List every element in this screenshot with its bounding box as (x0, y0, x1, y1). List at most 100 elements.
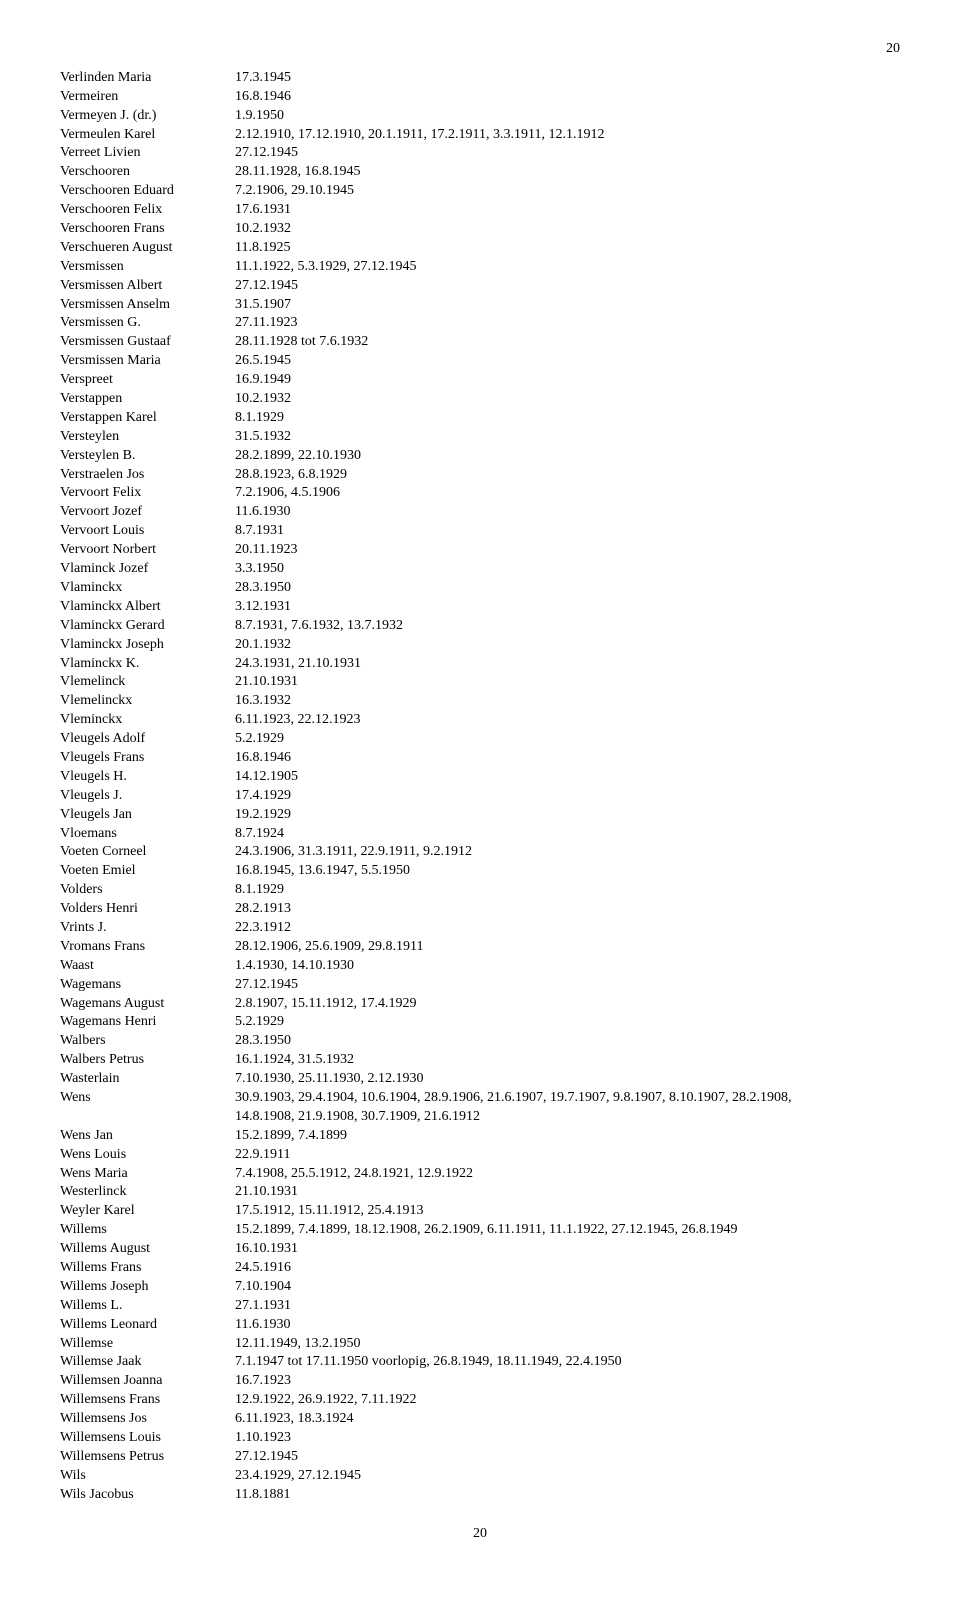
entry-value: 28.11.1928 tot 7.6.1932 (235, 333, 368, 352)
entry-name: Willemsens Frans (60, 1391, 235, 1410)
entry-value: 30.9.1903, 29.4.1904, 10.6.1904, 28.9.19… (235, 1089, 792, 1108)
entry-row: Versmissen G.27.11.1923 (60, 314, 900, 333)
entry-value: 26.5.1945 (235, 352, 291, 371)
entry-value: 5.2.1929 (235, 730, 284, 749)
entry-name: Wens Jan (60, 1127, 235, 1146)
entry-row: 14.8.1908, 21.9.1908, 30.7.1909, 21.6.19… (60, 1108, 900, 1127)
entry-row: Versmissen Maria26.5.1945 (60, 352, 900, 371)
entry-value: 27.12.1945 (235, 144, 298, 163)
entry-value: 16.7.1923 (235, 1372, 291, 1391)
entry-name: Wagemans Henri (60, 1013, 235, 1032)
entry-value: 24.3.1906, 31.3.1911, 22.9.1911, 9.2.191… (235, 843, 472, 862)
entry-row: Vlemelinck21.10.1931 (60, 673, 900, 692)
entry-row: Wasterlain7.10.1930, 25.11.1930, 2.12.19… (60, 1070, 900, 1089)
entry-row: Verschooren Felix17.6.1931 (60, 201, 900, 220)
entry-value: 22.9.1911 (235, 1146, 290, 1165)
entry-row: Verschooren Eduard7.2.1906, 29.10.1945 (60, 182, 900, 201)
entry-row: Wagemans27.12.1945 (60, 976, 900, 995)
entry-value: 23.4.1929, 27.12.1945 (235, 1467, 361, 1486)
entry-name: Verschooren (60, 163, 235, 182)
entry-name: Vlemelinckx (60, 692, 235, 711)
entry-name: Volders (60, 881, 235, 900)
entry-row: Wils23.4.1929, 27.12.1945 (60, 1467, 900, 1486)
entry-row: Vervoort Norbert20.11.1923 (60, 541, 900, 560)
entry-name: Westerlinck (60, 1183, 235, 1202)
entry-row: Waast1.4.1930, 14.10.1930 (60, 957, 900, 976)
entry-value: 6.11.1923, 18.3.1924 (235, 1410, 353, 1429)
entry-row: Vlaminckx Joseph20.1.1932 (60, 636, 900, 655)
entry-name: Verreet Livien (60, 144, 235, 163)
entry-value: 24.3.1931, 21.10.1931 (235, 655, 361, 674)
entry-row: Vermeiren16.8.1946 (60, 88, 900, 107)
entry-value: 20.11.1923 (235, 541, 297, 560)
entry-row: Verschooren Frans10.2.1932 (60, 220, 900, 239)
entry-value: 14.12.1905 (235, 768, 298, 787)
entry-name: Vlaminckx Albert (60, 598, 235, 617)
entry-value: 10.2.1932 (235, 390, 291, 409)
entry-row: Vervoort Louis8.7.1931 (60, 522, 900, 541)
entry-value: 8.1.1929 (235, 881, 284, 900)
entry-name: Versteylen (60, 428, 235, 447)
entry-value: 20.1.1932 (235, 636, 291, 655)
entry-name: Vervoort Felix (60, 484, 235, 503)
entry-row: Weyler Karel17.5.1912, 15.11.1912, 25.4.… (60, 1202, 900, 1221)
entry-name: Vlaminckx K. (60, 655, 235, 674)
entry-name: Vervoort Jozef (60, 503, 235, 522)
entry-value: 11.8.1925 (235, 239, 290, 258)
entry-row: Verschooren28.11.1928, 16.8.1945 (60, 163, 900, 182)
entry-name: Waast (60, 957, 235, 976)
entry-row: Verlinden Maria17.3.1945 (60, 69, 900, 88)
entry-name: Voeten Corneel (60, 843, 235, 862)
entry-name: Vleugels H. (60, 768, 235, 787)
entry-row: Versmissen Albert27.12.1945 (60, 277, 900, 296)
entry-name: Versmissen (60, 258, 235, 277)
entry-value: 7.4.1908, 25.5.1912, 24.8.1921, 12.9.192… (235, 1165, 473, 1184)
entry-value: 11.6.1930 (235, 1316, 290, 1335)
entry-row: Volders Henri28.2.1913 (60, 900, 900, 919)
entry-row: Verstappen10.2.1932 (60, 390, 900, 409)
entry-value: 21.10.1931 (235, 673, 298, 692)
entry-value: 11.1.1922, 5.3.1929, 27.12.1945 (235, 258, 416, 277)
entry-row: Vlaminckx Albert3.12.1931 (60, 598, 900, 617)
entry-row: Vermeulen Karel2.12.1910, 17.12.1910, 20… (60, 126, 900, 145)
entry-row: Versmissen11.1.1922, 5.3.1929, 27.12.194… (60, 258, 900, 277)
entry-value: 16.10.1931 (235, 1240, 298, 1259)
entry-row: Vleugels Adolf5.2.1929 (60, 730, 900, 749)
entry-value: 8.7.1931 (235, 522, 284, 541)
entry-value: 15.2.1899, 7.4.1899, 18.12.1908, 26.2.19… (235, 1221, 737, 1240)
entry-value: 28.2.1913 (235, 900, 291, 919)
entry-value: 16.1.1924, 31.5.1932 (235, 1051, 354, 1070)
entry-row: Willemsens Louis1.10.1923 (60, 1429, 900, 1448)
entry-row: Willemse12.11.1949, 13.2.1950 (60, 1335, 900, 1354)
entry-value: 3.3.1950 (235, 560, 284, 579)
entry-name: Volders Henri (60, 900, 235, 919)
entry-row: Westerlinck21.10.1931 (60, 1183, 900, 1202)
entry-name: Willemsens Petrus (60, 1448, 235, 1467)
entry-value: 7.10.1930, 25.11.1930, 2.12.1930 (235, 1070, 423, 1089)
entry-value: 1.9.1950 (235, 107, 284, 126)
entry-name: Vlaminckx Joseph (60, 636, 235, 655)
entry-row: Wens Jan15.2.1899, 7.4.1899 (60, 1127, 900, 1146)
entry-value: 28.12.1906, 25.6.1909, 29.8.1911 (235, 938, 423, 957)
entry-name: Voeten Emiel (60, 862, 235, 881)
entry-name: Vermeiren (60, 88, 235, 107)
entry-row: Volders8.1.1929 (60, 881, 900, 900)
entry-value: 7.10.1904 (235, 1278, 291, 1297)
entry-name: Verstappen Karel (60, 409, 235, 428)
entry-row: Wens Maria7.4.1908, 25.5.1912, 24.8.1921… (60, 1165, 900, 1184)
entry-row: Willems Frans24.5.1916 (60, 1259, 900, 1278)
entry-row: Willems August16.10.1931 (60, 1240, 900, 1259)
entry-name: Wagemans (60, 976, 235, 995)
entry-name: Willems (60, 1221, 235, 1240)
entry-value: 19.2.1929 (235, 806, 291, 825)
entry-name: Vromans Frans (60, 938, 235, 957)
entry-name: Vermeulen Karel (60, 126, 235, 145)
entry-name (60, 1108, 235, 1127)
entry-row: Walbers28.3.1950 (60, 1032, 900, 1051)
entry-value: 28.2.1899, 22.10.1930 (235, 447, 361, 466)
entry-value: 16.8.1946 (235, 749, 291, 768)
entry-value: 10.2.1932 (235, 220, 291, 239)
entry-name: Vervoort Norbert (60, 541, 235, 560)
entry-name: Verschooren Felix (60, 201, 235, 220)
entry-name: Verspreet (60, 371, 235, 390)
